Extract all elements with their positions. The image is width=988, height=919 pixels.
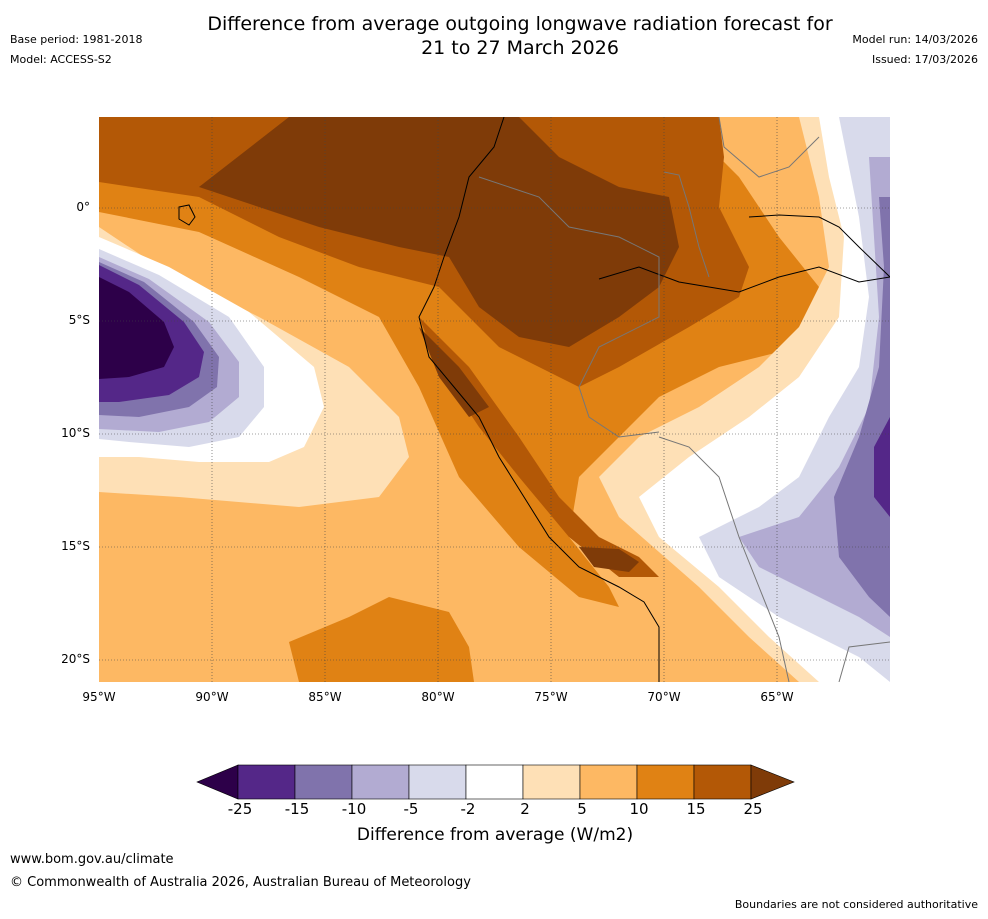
colorbar-segment	[351, 764, 410, 800]
cb-tick-25: 25	[743, 800, 763, 818]
colorbar-svg	[196, 764, 795, 800]
cb-tick-neg15: -15	[284, 800, 310, 818]
lon-label-80w: 80°W	[421, 690, 455, 704]
lon-label-95w: 95°W	[82, 690, 116, 704]
river-line	[598, 266, 890, 293]
lon-label-75w: 75°W	[534, 690, 568, 704]
lat-label-15s: 15°S	[61, 539, 90, 553]
galapagos-islands	[178, 204, 196, 226]
colorbar-title: Difference from average (W/m2)	[356, 825, 634, 845]
cb-tick-neg2: -2	[460, 800, 476, 818]
cb-tick-neg25: -25	[227, 800, 253, 818]
cb-tick-2: 2	[520, 800, 530, 818]
meta-left: Base period: 1981-2018 Model: ACCESS-S2	[10, 30, 142, 70]
northern-coast	[748, 214, 890, 278]
field-neg10-15-east	[834, 197, 890, 617]
lon-label-85w: 85°W	[308, 690, 342, 704]
cb-tick-15: 15	[686, 800, 706, 818]
footer-note: Boundaries are not considered authoritat…	[734, 898, 978, 911]
lat-label-5s: 5°S	[68, 313, 90, 327]
colorbar-segment	[408, 764, 467, 800]
cb-tick-neg5: -5	[403, 800, 419, 818]
gridlines	[99, 117, 890, 682]
title-line-1: Difference from average outgoing longwav…	[207, 13, 833, 35]
title-line-2: 21 to 27 March 2026	[421, 37, 619, 59]
cb-tick-10: 10	[629, 800, 649, 818]
lon-label-90w: 90°W	[195, 690, 229, 704]
country-border-1	[478, 176, 660, 438]
country-border-5	[838, 641, 890, 682]
colorbar-arrow-right	[750, 764, 795, 800]
coastline	[418, 117, 660, 682]
country-border-3	[663, 171, 710, 278]
colorbar-segment	[465, 764, 524, 800]
colorbar-segment	[237, 764, 296, 800]
colorbar-segment	[693, 764, 752, 800]
field-below-25-west	[99, 277, 174, 379]
lon-label-65w: 65°W	[760, 690, 794, 704]
lat-label-10s: 10°S	[61, 426, 90, 440]
field-above-25-coast	[419, 327, 489, 417]
forecast-map	[99, 117, 890, 682]
colorbar-arrow-left	[196, 764, 239, 800]
issued-date: Issued: 17/03/2026	[871, 53, 978, 66]
cb-tick-neg10: -10	[341, 800, 367, 818]
lon-label-70w: 70°W	[647, 690, 681, 704]
footer-copyright: © Commonwealth of Australia 2026, Austra…	[10, 875, 471, 890]
country-border-2	[658, 436, 790, 682]
field-neg15-25-east	[874, 417, 890, 517]
map-svg	[99, 117, 890, 682]
colorbar-segment	[636, 764, 695, 800]
field-15-25-coast	[419, 317, 659, 577]
colorbar-segment	[522, 764, 581, 800]
chart-title: Difference from average outgoing longwav…	[0, 12, 988, 60]
footer-url: www.bom.gov.au/climate	[10, 852, 174, 867]
base-period: Base period: 1981-2018	[10, 33, 143, 46]
colorbar	[195, 764, 795, 800]
meta-right: Model run: 14/03/2026 Issued: 17/03/2026	[852, 30, 978, 70]
lat-label-20s: 20°S	[61, 652, 90, 666]
colorbar-segment	[579, 764, 638, 800]
field-above-25-south	[579, 547, 639, 572]
model-run: Model run: 14/03/2026	[852, 33, 978, 46]
cb-tick-5: 5	[577, 800, 587, 818]
colorbar-segment	[294, 764, 353, 800]
field-above-25-north	[199, 117, 679, 347]
field-10-15-south	[289, 597, 474, 682]
model-name: Model: ACCESS-S2	[10, 53, 112, 66]
country-border-4	[718, 117, 820, 178]
lat-label-0: 0°	[76, 200, 90, 214]
